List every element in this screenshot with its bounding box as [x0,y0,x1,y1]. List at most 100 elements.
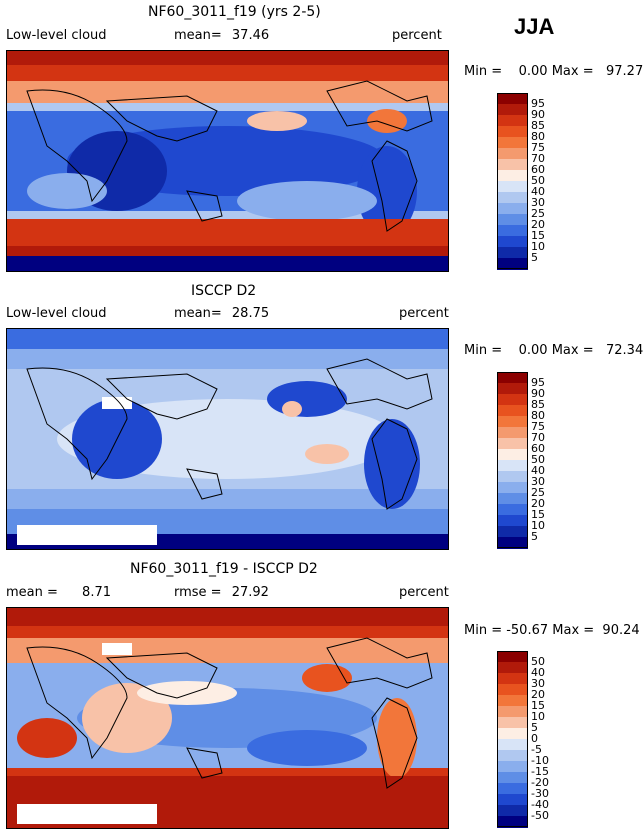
colorbar-swatch [497,471,528,483]
colorbar-tick-label: 75 [531,141,545,154]
colorbar-tick-label: 10 [531,240,545,253]
panel-2-minmax: Min = 0.00 Max = 72.34 [464,343,643,358]
colorbar-tick-label: 60 [531,163,545,176]
colorbar-tick-label: 75 [531,420,545,433]
colorbar-tick-label: -20 [531,776,549,789]
colorbar-tick-label: 50 [531,453,545,466]
colorbar-swatch [497,750,528,762]
colorbar-frame [497,372,528,548]
colorbar-frame [497,93,528,269]
colorbar-tick-label: 15 [531,699,545,712]
panel-2-map-svg [7,329,448,549]
colorbar-tick-label: 5 [531,721,538,734]
colorbar-tick-label: 40 [531,464,545,477]
panel-1-map-svg [7,51,448,271]
colorbar-tick-label: 95 [531,376,545,389]
colorbar-tick-label: 5 [531,251,538,264]
colorbar-swatch [497,493,528,505]
colorbar-frame [497,651,528,827]
panel-3-map-svg [7,608,448,828]
colorbar-tick-label: 30 [531,677,545,690]
colorbar-tick-label: 10 [531,710,545,723]
colorbar-tick-label: 20 [531,688,545,701]
season-label: JJA [514,14,555,39]
colorbar-tick-label: 15 [531,508,545,521]
colorbar-swatch [497,236,528,248]
panel-1-units: percent [392,28,442,43]
colorbar-swatch [497,192,528,204]
colorbar-swatch [497,794,528,806]
colorbar-tick-label: 50 [531,174,545,187]
panel-2-colorbar [497,372,528,549]
panel-2-units: percent [399,306,449,321]
colorbar-tick-label: 5 [531,530,538,543]
colorbar-tick-label: 0 [531,732,538,745]
colorbar-swatch [497,203,528,215]
colorbar-swatch [497,515,528,527]
colorbar-swatch [497,761,528,773]
colorbar-tick-label: 80 [531,130,545,143]
colorbar-swatch [497,247,528,259]
colorbar-swatch [497,104,528,116]
colorbar-tick-label: 85 [531,398,545,411]
panel-3-rmse-label: rmse = 27.92 [174,585,269,600]
colorbar-swatch [497,383,528,395]
colorbar-swatch [497,460,528,472]
colorbar-tick-label: -15 [531,765,549,778]
colorbar-swatch [497,728,528,740]
colorbar-tick-label: 90 [531,108,545,121]
colorbar-tick-label: -30 [531,787,549,800]
colorbar-tick-label: -40 [531,798,549,811]
panel-1-colorbar [497,93,528,270]
colorbar-tick-label: 70 [531,431,545,444]
colorbar-swatch [497,126,528,138]
colorbar-tick-label: -5 [531,743,542,756]
colorbar-swatch [497,148,528,160]
panel-2-map [6,328,449,550]
colorbar-tick-label: 95 [531,97,545,110]
panel-3-title: NF60_3011_f19 - ISCCP D2 [130,561,318,577]
colorbar-swatch [497,739,528,751]
colorbar-swatch [497,372,528,384]
colorbar-swatch [497,427,528,439]
colorbar-swatch [497,416,528,428]
colorbar-swatch [497,482,528,494]
colorbar-tick-label: -10 [531,754,549,767]
colorbar-tick-label: 50 [531,655,545,668]
colorbar-swatch [497,695,528,707]
panel-1-minmax: Min = 0.00 Max = 97.27 [464,64,643,79]
colorbar-swatch [497,449,528,461]
colorbar-swatch [497,181,528,193]
colorbar-swatch [497,159,528,171]
panel-2-mean-label: mean= 28.75 [174,306,270,321]
colorbar-swatch [497,662,528,674]
colorbar-swatch [497,717,528,729]
colorbar-swatch [497,438,528,450]
colorbar-swatch [497,805,528,817]
colorbar-tick-label: 25 [531,486,545,499]
colorbar-swatch [497,115,528,127]
colorbar-swatch [497,651,528,663]
colorbar-swatch [497,783,528,795]
colorbar-tick-label: 20 [531,218,545,231]
colorbar-tick-label: 20 [531,497,545,510]
panel-3-mean-label: mean = 8.71 [6,585,111,600]
colorbar-tick-label: 30 [531,196,545,209]
colorbar-tick-label: 80 [531,409,545,422]
colorbar-swatch [497,537,528,549]
colorbar-tick-label: 70 [531,152,545,165]
colorbar-swatch [497,225,528,237]
colorbar-swatch [497,706,528,718]
colorbar-swatch [497,214,528,226]
colorbar-swatch [497,258,528,270]
panel-3-minmax: Min = -50.67 Max = 90.24 [464,623,640,638]
colorbar-tick-label: 40 [531,666,545,679]
colorbar-swatch [497,170,528,182]
colorbar-tick-label: 25 [531,207,545,220]
colorbar-swatch [497,137,528,149]
colorbar-swatch [497,405,528,417]
colorbar-tick-label: 40 [531,185,545,198]
panel-3-units: percent [399,585,449,600]
colorbar-swatch [497,772,528,784]
colorbar-swatch [497,816,528,828]
